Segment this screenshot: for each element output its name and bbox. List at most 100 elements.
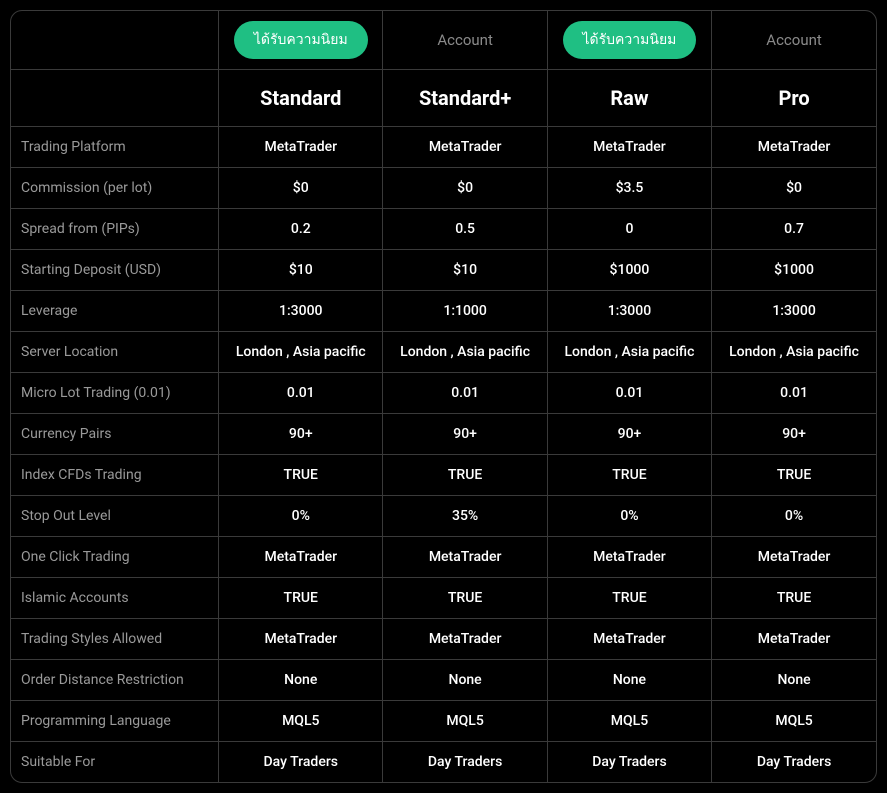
row-value: 0 bbox=[547, 209, 711, 250]
row-value: 0% bbox=[712, 496, 876, 537]
table-row: Trading PlatformMetaTraderMetaTraderMeta… bbox=[11, 127, 876, 168]
table-row: Index CFDs TradingTRUETRUETRUETRUE bbox=[11, 455, 876, 496]
table-row: Order Distance RestrictionNoneNoneNoneNo… bbox=[11, 660, 876, 701]
row-value: $1000 bbox=[712, 250, 876, 291]
row-label: Commission (per lot) bbox=[11, 168, 219, 209]
row-value: $3.5 bbox=[547, 168, 711, 209]
row-value: MetaTrader bbox=[219, 127, 383, 168]
row-value: MQL5 bbox=[712, 701, 876, 742]
table-row: Server LocationLondon , Asia pacificLond… bbox=[11, 332, 876, 373]
table-row: Currency Pairs90+90+90+90+ bbox=[11, 414, 876, 455]
table-row: Starting Deposit (USD)$10$10$1000$1000 bbox=[11, 250, 876, 291]
plan-name-standard: Standard bbox=[219, 70, 383, 127]
row-value: TRUE bbox=[547, 455, 711, 496]
row-value: 0.01 bbox=[219, 373, 383, 414]
badge-empty-cell bbox=[11, 11, 219, 70]
row-label: One Click Trading bbox=[11, 537, 219, 578]
row-value: MetaTrader bbox=[547, 619, 711, 660]
row-value: $1000 bbox=[547, 250, 711, 291]
account-badge: Account bbox=[766, 23, 822, 57]
row-value: MQL5 bbox=[547, 701, 711, 742]
popular-badge: ได้รับความนิยม bbox=[234, 21, 368, 59]
row-value: 90+ bbox=[712, 414, 876, 455]
badge-row: ได้รับความนิยม Account ได้รับความนิยม Ac… bbox=[11, 11, 876, 70]
row-value: 90+ bbox=[219, 414, 383, 455]
row-label: Index CFDs Trading bbox=[11, 455, 219, 496]
row-value: 0.2 bbox=[219, 209, 383, 250]
row-value: 1:1000 bbox=[383, 291, 547, 332]
plan-name-empty-cell bbox=[11, 70, 219, 127]
row-value: MetaTrader bbox=[383, 619, 547, 660]
account-badge: Account bbox=[437, 23, 493, 57]
row-value: London , Asia pacific bbox=[547, 332, 711, 373]
table-row: Commission (per lot)$0$0$3.5$0 bbox=[11, 168, 876, 209]
row-value: Day Traders bbox=[712, 742, 876, 783]
row-value: 35% bbox=[383, 496, 547, 537]
row-value: MetaTrader bbox=[712, 537, 876, 578]
row-value: 0.01 bbox=[547, 373, 711, 414]
table-row: One Click TradingMetaTraderMetaTraderMet… bbox=[11, 537, 876, 578]
row-value: 90+ bbox=[547, 414, 711, 455]
row-value: 90+ bbox=[383, 414, 547, 455]
row-value: 0.01 bbox=[383, 373, 547, 414]
row-label: Trading Platform bbox=[11, 127, 219, 168]
row-value: 0.01 bbox=[712, 373, 876, 414]
row-value: 0% bbox=[547, 496, 711, 537]
row-value: TRUE bbox=[219, 578, 383, 619]
row-value: $0 bbox=[383, 168, 547, 209]
row-value: MetaTrader bbox=[383, 537, 547, 578]
table-row: Stop Out Level0%35%0%0% bbox=[11, 496, 876, 537]
comparison-table-body: Trading PlatformMetaTraderMetaTraderMeta… bbox=[11, 127, 876, 783]
row-value: MQL5 bbox=[383, 701, 547, 742]
row-label: Micro Lot Trading (0.01) bbox=[11, 373, 219, 414]
table-row: Programming LanguageMQL5MQL5MQL5MQL5 bbox=[11, 701, 876, 742]
row-value: MetaTrader bbox=[547, 127, 711, 168]
row-value: London , Asia pacific bbox=[383, 332, 547, 373]
plan-name-raw: Raw bbox=[547, 70, 711, 127]
row-value: TRUE bbox=[712, 578, 876, 619]
row-label: Starting Deposit (USD) bbox=[11, 250, 219, 291]
plan-name-pro: Pro bbox=[712, 70, 876, 127]
row-value: MetaTrader bbox=[712, 127, 876, 168]
row-value: $10 bbox=[219, 250, 383, 291]
row-value: 1:3000 bbox=[219, 291, 383, 332]
row-value: MetaTrader bbox=[383, 127, 547, 168]
row-label: Order Distance Restriction bbox=[11, 660, 219, 701]
row-value: Day Traders bbox=[547, 742, 711, 783]
row-value: MetaTrader bbox=[547, 537, 711, 578]
row-value: Day Traders bbox=[219, 742, 383, 783]
row-label: Islamic Accounts bbox=[11, 578, 219, 619]
row-value: MetaTrader bbox=[219, 619, 383, 660]
plan-name-row: Standard Standard+ Raw Pro bbox=[11, 70, 876, 127]
row-value: London , Asia pacific bbox=[712, 332, 876, 373]
row-label: Programming Language bbox=[11, 701, 219, 742]
row-value: TRUE bbox=[383, 578, 547, 619]
row-label: Stop Out Level bbox=[11, 496, 219, 537]
row-value: TRUE bbox=[383, 455, 547, 496]
row-value: None bbox=[219, 660, 383, 701]
row-value: MetaTrader bbox=[219, 537, 383, 578]
badge-cell-0: ได้รับความนิยม bbox=[219, 11, 383, 70]
row-value: London , Asia pacific bbox=[219, 332, 383, 373]
row-value: Day Traders bbox=[383, 742, 547, 783]
row-value: TRUE bbox=[547, 578, 711, 619]
row-value: None bbox=[712, 660, 876, 701]
row-label: Suitable For bbox=[11, 742, 219, 783]
badge-cell-1: Account bbox=[383, 11, 547, 70]
table-row: Spread from (PIPs)0.20.500.7 bbox=[11, 209, 876, 250]
table-row: Islamic AccountsTRUETRUETRUETRUE bbox=[11, 578, 876, 619]
table-row: Suitable ForDay TradersDay TradersDay Tr… bbox=[11, 742, 876, 783]
row-value: 0.5 bbox=[383, 209, 547, 250]
plan-name-standardplus: Standard+ bbox=[383, 70, 547, 127]
table-row: Trading Styles AllowedMetaTraderMetaTrad… bbox=[11, 619, 876, 660]
row-value: None bbox=[547, 660, 711, 701]
table-row: Leverage1:30001:10001:30001:3000 bbox=[11, 291, 876, 332]
row-label: Trading Styles Allowed bbox=[11, 619, 219, 660]
row-label: Spread from (PIPs) bbox=[11, 209, 219, 250]
row-value: None bbox=[383, 660, 547, 701]
row-value: $0 bbox=[219, 168, 383, 209]
row-value: $0 bbox=[712, 168, 876, 209]
row-label: Server Location bbox=[11, 332, 219, 373]
row-value: MetaTrader bbox=[712, 619, 876, 660]
comparison-table-container: ได้รับความนิยม Account ได้รับความนิยม Ac… bbox=[10, 10, 877, 783]
